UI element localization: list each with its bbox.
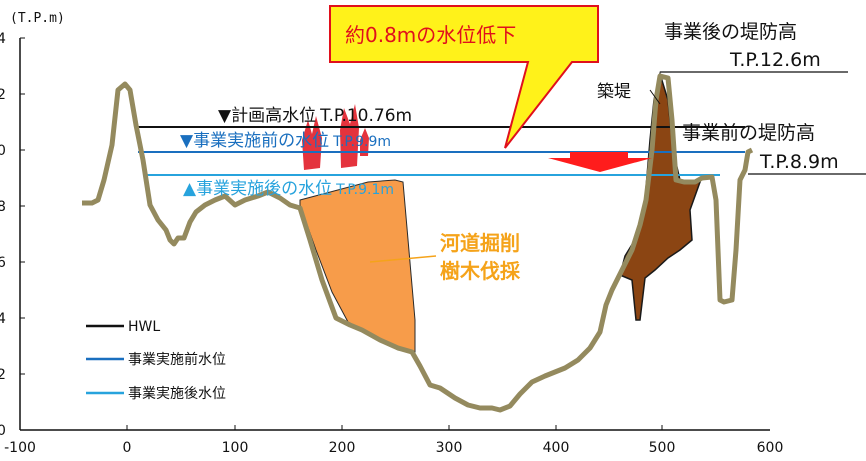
callout: 約0.8mの水位低下 xyxy=(329,5,599,149)
y-tick-label: 6 xyxy=(0,255,6,271)
x-tick-label: 600 xyxy=(757,440,784,456)
embankment-leader xyxy=(649,89,661,105)
excavation-label-2: 樹木伐採 xyxy=(440,259,521,283)
levee-before-title: 事業前の堤防高 xyxy=(682,122,815,144)
x-tick-labels: -100 0 100 200 300 400 500 600 xyxy=(4,440,783,456)
excavation-label-1: 河道掘削 xyxy=(440,231,520,255)
y-tick-label: 8 xyxy=(0,199,6,215)
x-tick-label: 300 xyxy=(436,440,463,456)
y-tick-label: 0 xyxy=(0,143,6,159)
excavation-leader xyxy=(369,255,437,263)
levee-after-title: 事業後の堤防高 xyxy=(664,21,797,43)
callout-text: 約0.8mの水位低下 xyxy=(345,23,516,47)
legend: HWL 事業実施前水位 事業実施後水位 xyxy=(86,319,226,402)
y-tick-label: 2 xyxy=(0,367,6,383)
embankment-label: 築堤 xyxy=(597,82,631,102)
axis-unit-label: (T.P.m) xyxy=(10,11,65,26)
y-tick-label: 4 xyxy=(0,31,6,47)
levee-after-value: T.P.12.6m xyxy=(729,49,821,71)
x-ticks xyxy=(126,425,663,430)
x-tick-label: 200 xyxy=(329,440,356,456)
y-tick-labels: 4 2 0 8 6 4 2 0 xyxy=(0,31,6,439)
x-tick-label: 500 xyxy=(649,440,676,456)
x-tick-label: 0 xyxy=(123,440,132,456)
embankment-area xyxy=(619,71,702,321)
y-ticks xyxy=(20,37,25,375)
ground-profile xyxy=(82,73,754,413)
legend-after-label: 事業実施後水位 xyxy=(128,386,226,402)
drop-arrow xyxy=(548,152,652,172)
legend-hwl-label: HWL xyxy=(128,319,160,335)
before-level-label: ▼事業実施前の水位 T.P.9.9m xyxy=(180,131,391,151)
x-tick-label: 400 xyxy=(543,440,570,456)
hwl-label: ▼計画高水位 T.P.10.76m xyxy=(218,106,412,126)
after-level-label: ▲事業実施後の水位 T.P.9.1m xyxy=(183,179,394,199)
levee-before-value: T.P.8.9m xyxy=(759,151,839,173)
y-tick-label: 2 xyxy=(0,87,6,103)
y-tick-label: 4 xyxy=(0,311,6,327)
x-tick-label: 100 xyxy=(222,440,249,456)
x-tick-label: -100 xyxy=(4,440,36,456)
y-tick-label: 0 xyxy=(0,423,6,439)
legend-before-label: 事業実施前水位 xyxy=(128,351,226,368)
